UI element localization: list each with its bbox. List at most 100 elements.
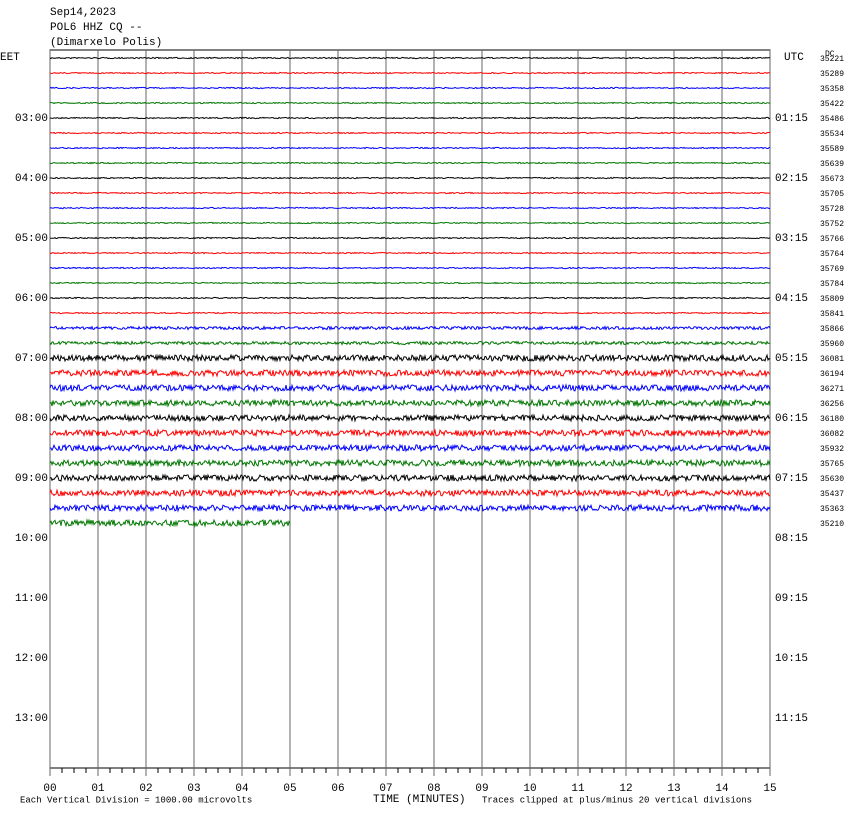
utc-label: 11:15 [775,713,808,725]
trace [49,413,771,423]
trace [49,368,771,378]
scale-note: Each Vertical Division = 1000.00 microvo… [20,795,252,805]
x-axis-title: TIME (MINUTES) [373,794,465,806]
dc-value: 35766 [820,235,844,244]
dc-value: 35589 [820,145,844,154]
trace [49,191,771,195]
x-tick-label: 15 [763,783,776,795]
eet-label: 11:00 [15,593,48,605]
dc-value: 35534 [820,130,844,139]
trace [49,325,771,331]
eet-label: 13:00 [15,713,48,725]
trace [49,383,771,393]
eet-label: 09:00 [15,473,48,485]
clip-note: Traces clipped at plus/minus 20 vertical… [482,795,752,805]
trace [49,488,771,498]
x-tick-label: 02 [139,783,152,795]
trace [49,296,771,300]
dc-value: 35630 [820,475,844,484]
utc-label: 07:15 [775,473,808,485]
x-tick-label: 07 [379,783,392,795]
right-axis-title: UTC [784,52,804,64]
utc-label: 04:15 [775,293,808,305]
dc-value: 35486 [820,115,844,124]
dc-value: 35210 [820,520,844,529]
dc-value: 35358 [820,85,844,94]
utc-label: 02:15 [775,173,808,185]
dc-value: 35422 [820,100,844,109]
trace [49,176,771,180]
trace [49,503,771,513]
utc-label: 03:15 [775,233,808,245]
trace [49,116,771,120]
dc-value: 35437 [820,490,844,499]
trace [49,398,771,408]
dc-value: 35809 [820,295,844,304]
eet-label: 08:00 [15,413,48,425]
station: POL6 HHZ CQ -- [50,22,142,34]
utc-label: 09:15 [775,593,808,605]
x-tick-label: 12 [619,783,632,795]
dc-value: 35765 [820,460,844,469]
plot-frame [49,49,771,769]
trace [49,339,771,346]
x-tick-label: 11 [571,783,585,795]
x-tick-label: 13 [667,783,680,795]
eet-label: 07:00 [15,353,48,365]
eet-label: 06:00 [15,293,48,305]
trace [49,311,771,315]
trace [49,428,771,438]
dc-value: 36180 [820,415,844,424]
trace [49,353,771,363]
trace [49,221,771,225]
trace [49,71,771,75]
utc-label: 05:15 [775,353,808,365]
trace [49,473,771,483]
dc-value: 35221 [820,55,844,64]
trace [49,281,771,285]
dc-value: 36256 [820,400,844,409]
left-axis-title: EET [0,52,20,64]
dc-value: 35932 [820,445,844,454]
trace [49,518,291,528]
x-tick-label: 05 [283,783,296,795]
x-tick-label: 00 [43,783,56,795]
trace [49,131,771,135]
utc-label: 10:15 [775,653,808,665]
x-tick-label: 04 [235,783,249,795]
dc-value: 35363 [820,505,844,514]
utc-label: 01:15 [775,113,808,125]
trace [49,236,771,240]
trace [49,56,771,60]
trace [49,161,771,165]
dc-title: DC [825,50,835,59]
trace [49,266,771,270]
trace [49,86,770,90]
x-tick-label: 03 [187,783,200,795]
x-tick-label: 14 [715,783,729,795]
dc-value: 35769 [820,265,844,274]
dc-value: 35752 [820,220,844,229]
eet-label: 04:00 [15,173,48,185]
dc-value: 35705 [820,190,844,199]
x-tick-label: 09 [475,783,488,795]
dc-value: 36081 [820,355,844,364]
location: (Dimarxelo Polis) [50,37,162,49]
trace [49,101,771,105]
x-tick-label: 01 [91,783,105,795]
dc-value: 35784 [820,280,844,289]
dc-value: 35639 [820,160,844,169]
dc-value: 36271 [820,385,844,394]
dc-value: 35960 [820,340,844,349]
trace [50,146,770,150]
trace [49,251,771,255]
dc-value: 35728 [820,205,844,214]
trace [49,443,771,453]
utc-label: 06:15 [775,413,808,425]
dc-value: 35866 [820,325,844,334]
dc-value: 36194 [820,370,844,379]
eet-label: 10:00 [15,533,48,545]
eet-label: 03:00 [15,113,48,125]
x-tick-label: 06 [331,783,344,795]
